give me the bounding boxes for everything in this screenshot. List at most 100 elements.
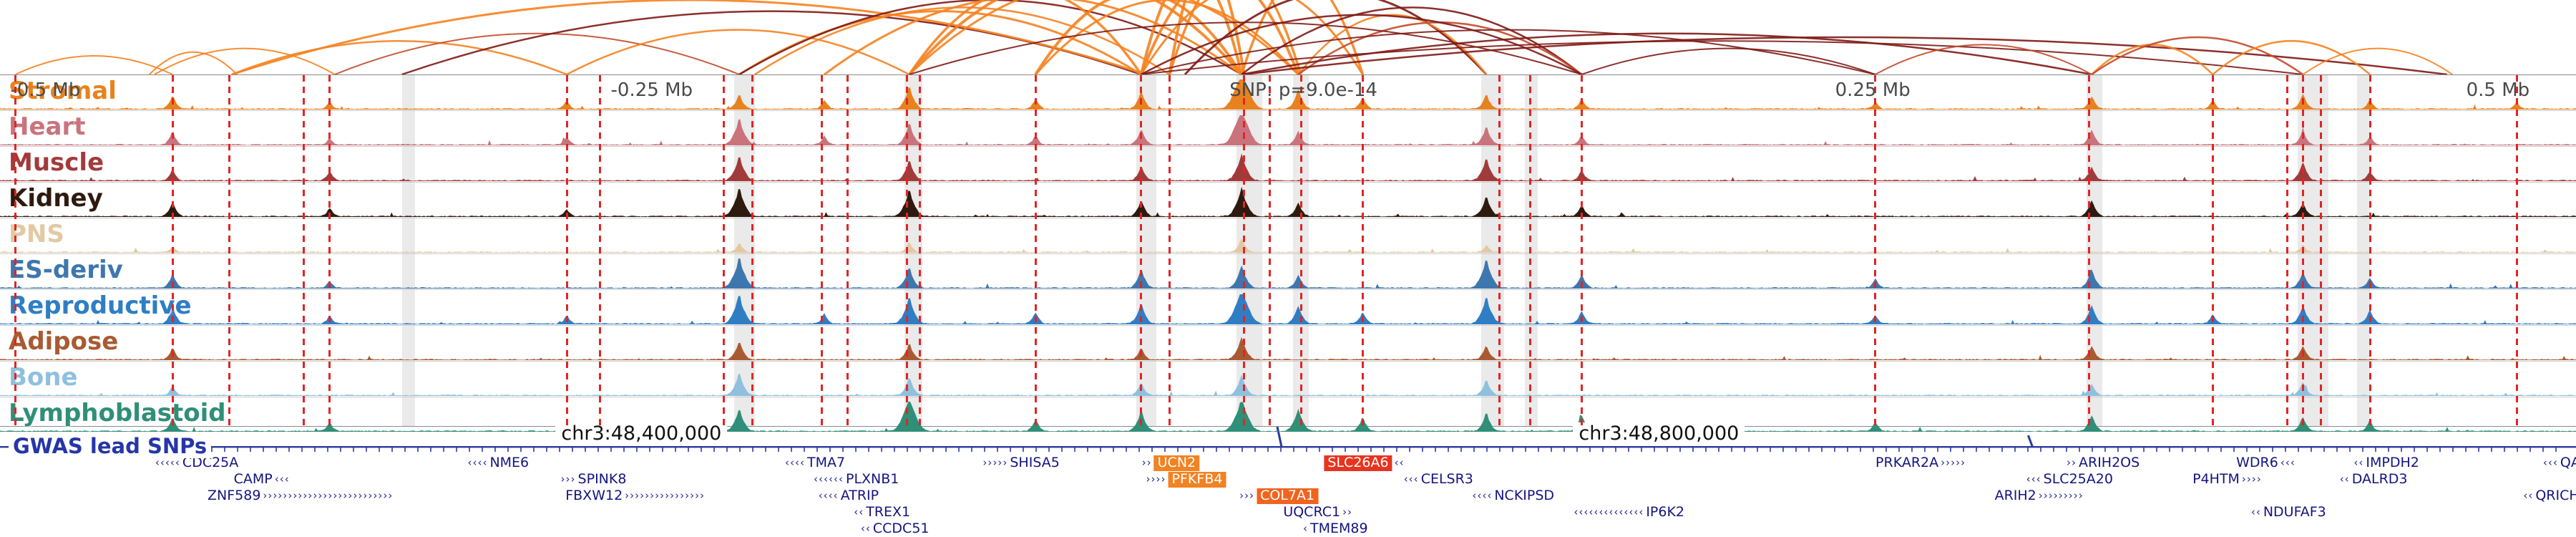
track-row-pns[interactable]: PNS (0, 218, 2576, 254)
gene-qa[interactable]: ‹‹‹ QA (2541, 455, 2576, 471)
ruler-tick (1770, 447, 1771, 452)
ruler-tick (456, 447, 457, 452)
gene-col7a1[interactable]: ››› COL7A1 (1237, 488, 1319, 504)
ruler-tick (1048, 447, 1050, 452)
gene-name-label: TMEM89 (1310, 521, 1368, 536)
track-label-reproductive: Reproductive (9, 291, 192, 320)
gene-shisa5[interactable]: ››››› SHISA5 (980, 455, 1059, 471)
gene-strand-arrows: ›› (2066, 456, 2077, 470)
gene-cdc25a[interactable]: ‹‹‹‹‹ CDC25A (153, 455, 238, 471)
gene-slc25a20[interactable]: ‹‹‹ SLC25A20 (2024, 471, 2113, 488)
gene-impdh2[interactable]: ‹‹ IMPDH2 (2351, 455, 2419, 471)
ld-snp-line (1361, 75, 1364, 426)
ruler-tick (1563, 447, 1565, 452)
ruler-tick (791, 447, 792, 452)
ld-snp-line (1269, 75, 1272, 426)
gene-slc26a6[interactable]: SLC26A6 ‹‹ (1324, 455, 1406, 471)
ruler-tick (855, 447, 857, 452)
track-row-reproductive[interactable]: Reproductive (0, 290, 2576, 326)
gene-name-label: ZNF589 (207, 488, 261, 503)
gene-p4htm[interactable]: P4HTM ›››› (2192, 471, 2264, 488)
ruler-tick (1847, 447, 1848, 452)
track-row-heart[interactable]: Heart (0, 111, 2576, 147)
track-row-bone[interactable]: Bone (0, 362, 2576, 397)
gene-name-label: IMPDH2 (2366, 455, 2419, 470)
interaction-arc (1875, 44, 2092, 74)
gene-tma7[interactable]: ‹‹‹‹ TMA7 (783, 455, 845, 471)
gene-prkar2a[interactable]: PRKAR2A ››››› (1875, 455, 1968, 471)
gene-pfkfb4[interactable]: ›››› PFKFB4 (1144, 471, 1226, 488)
ruler-tick (1319, 447, 1320, 452)
interaction-arc (2302, 47, 2453, 74)
signal-plot-muscle (0, 153, 2576, 181)
gene-arih2[interactable]: ARIH2 ››››››››› (1995, 488, 2086, 504)
ruler-tick (301, 447, 303, 452)
gene-qrich[interactable]: ‹‹ QRICH (2521, 488, 2576, 504)
track-row-kidney[interactable]: Kidney (0, 183, 2576, 218)
ruler-tick (1976, 447, 1977, 452)
gene-spink8[interactable]: ››› SPINK8 (559, 471, 627, 488)
ruler-canvas (0, 426, 2576, 452)
ruler-tick (1164, 447, 1166, 452)
gene-ccdc51[interactable]: ‹‹ CCDC51 (859, 521, 930, 537)
ruler-tick (1834, 447, 1835, 452)
gene-arih2os[interactable]: ›› ARIH2OS (2064, 455, 2140, 471)
ruler-tick (2027, 447, 2029, 452)
ruler-tick (726, 447, 728, 452)
gene-camp[interactable]: CAMP ‹‹‹ (234, 471, 292, 488)
track-row-lymphoblastoid[interactable]: Lymphoblastoid (0, 397, 2576, 432)
gene-nme6[interactable]: ‹‹‹‹ NME6 (465, 455, 529, 471)
gene-atrip[interactable]: ‹‹‹‹ ATRIP (816, 488, 879, 504)
ruler-tick (1448, 447, 1449, 452)
gene-tmem89[interactable]: ‹ TMEM89 (1301, 521, 1368, 537)
gene-trex1[interactable]: ‹‹ TREX1 (852, 504, 910, 521)
ruler-tick (1074, 447, 1075, 452)
ruler-tick (2285, 447, 2286, 452)
ruler-tick (1512, 447, 1513, 452)
ruler-tick (1087, 447, 1088, 452)
gwas-lead-snp-marker[interactable] (2026, 435, 2034, 448)
ruler-tick (1345, 447, 1346, 452)
gene-ip6k2[interactable]: ‹‹‹‹‹‹‹‹‹‹‹‹‹‹ IP6K2 (1571, 504, 1684, 521)
gene-ndufaf3[interactable]: ‹‹ NDUFAF3 (2249, 504, 2326, 521)
track-row-stromal[interactable]: Stromal (0, 75, 2576, 111)
gene-znf589[interactable]: ZNF589 ›››››››››››››››››››››››››› (208, 488, 395, 504)
track-row-es-deriv[interactable]: ES-deriv (0, 254, 2576, 290)
gene-uqcrc1[interactable]: UQCRC1 ›› (1283, 504, 1355, 521)
gene-name-label: SPINK8 (577, 471, 627, 487)
ruler-tick (2414, 447, 2415, 452)
ruler-tick (2311, 447, 2312, 452)
gene-ucn2[interactable]: ›› UCN2 (1140, 455, 1200, 471)
interaction-arc (908, 0, 1299, 74)
gwas-lead-snp-marker[interactable] (1276, 426, 1283, 448)
gene-strand-arrows: ››› (1239, 489, 1255, 503)
gene-name-label: COL7A1 (1257, 488, 1319, 504)
track-row-adipose[interactable]: Adipose (0, 326, 2576, 362)
gene-name-label: SHISA5 (1010, 455, 1060, 470)
ld-snp-line (303, 75, 306, 426)
gene-dalrd3[interactable]: ‹‹ DALRD3 (2338, 471, 2408, 488)
gene-celsr3[interactable]: ‹‹‹ CELSR3 (1402, 471, 1473, 488)
highlight-band (2087, 75, 2102, 426)
gene-plxnb1[interactable]: ‹‹‹‹‹‹ PLXNB1 (811, 471, 899, 488)
track-row-muscle[interactable]: Muscle (0, 147, 2576, 183)
ruler-tick (1885, 447, 1887, 452)
axis-distance-label: -0.25 Mb (610, 79, 693, 101)
gene-wdr6[interactable]: WDR6 ‹‹‹ (2236, 455, 2298, 471)
gene-strand-arrows: ›››› (1146, 473, 1166, 486)
ruler-tick (958, 447, 960, 452)
gene-nckipsd[interactable]: ‹‹‹‹ NCKIPSD (1470, 488, 1554, 504)
ld-snp-line (2368, 75, 2371, 426)
ruler-tick (1963, 447, 1964, 452)
ruler-tick (379, 447, 380, 452)
ruler-tick (1576, 447, 1578, 452)
interaction-arcs-canvas (15, 0, 2453, 74)
ruler-tick (417, 447, 419, 452)
ruler-tick (662, 447, 663, 452)
ruler-tick (1203, 447, 1204, 452)
interaction-arc (231, 40, 567, 74)
gene-fbxw12[interactable]: FBXW12 ›››››››››››››››› (565, 488, 707, 504)
ruler-tick (507, 447, 509, 452)
ruler-tick (1692, 447, 1694, 452)
